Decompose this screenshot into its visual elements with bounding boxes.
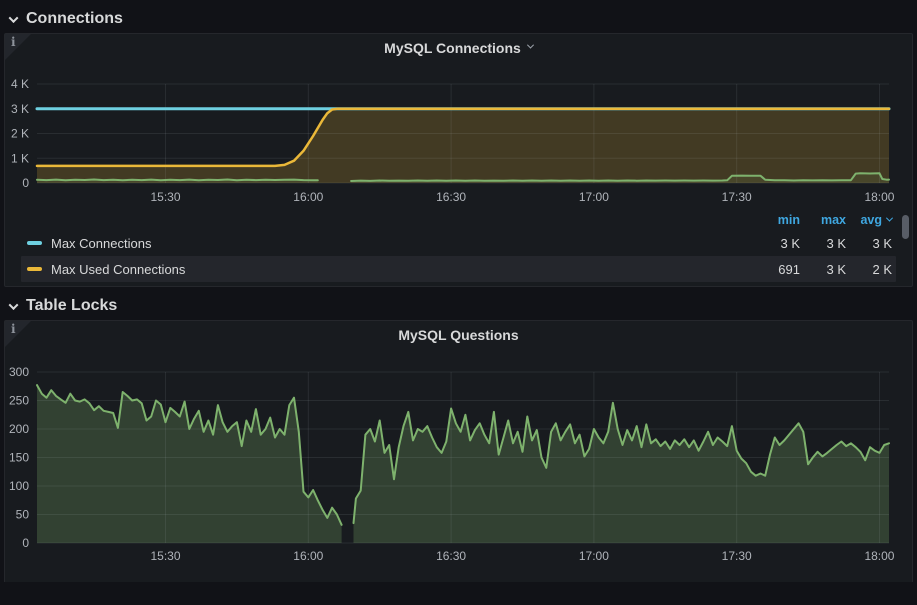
section-header-table-locks[interactable]: Table Locks [0,287,917,320]
svg-text:1 K: 1 K [11,151,29,165]
svg-text:2 K: 2 K [11,127,29,141]
legend-value-min: 3 K [780,235,800,251]
panel-info-icon[interactable]: i [5,321,31,347]
svg-text:15:30: 15:30 [150,549,180,563]
legend-row: Max Used Connections 691 3 K 2 K [21,256,896,282]
legend-scrollbar-thumb[interactable] [902,215,909,239]
legend-header: min max avg [21,209,896,230]
section-title: Table Locks [26,297,118,314]
legend-row: Max Connections 3 K 3 K 3 K [21,230,896,256]
svg-text:17:30: 17:30 [722,549,752,563]
svg-text:200: 200 [9,422,29,436]
svg-text:16:00: 16:00 [293,549,323,563]
chevron-down-icon [526,41,534,49]
legend-value-max: 3 K [826,235,846,251]
legend-col-label: max [820,212,846,227]
panel-title-text: MySQL Connections [384,40,521,56]
questions-chart[interactable]: 0 50 100 150 200 250 300 15:30 16:00 16:30 17:00 17… [5,349,912,582]
panel-mysql-connections: i MySQL Connections 0 1 K 2 K 3 K 4 K 15:30 16… [4,33,913,287]
svg-text:18:00: 18:00 [864,549,894,563]
svg-text:15:30: 15:30 [150,190,180,204]
svg-text:3 K: 3 K [11,102,29,116]
legend-value-min: 691 [778,261,800,277]
svg-text:4 K: 4 K [11,77,29,91]
chevron-down-icon [8,12,19,23]
svg-text:17:00: 17:00 [579,549,609,563]
series-color-swatch[interactable] [27,267,42,271]
connections-chart[interactable]: 0 1 K 2 K 3 K 4 K 15:30 16:00 16:30 17:00 17:30 18… [5,62,912,209]
panel-title-text: MySQL Questions [398,327,519,343]
legend-col-avg[interactable]: avg [846,212,894,227]
svg-text:16:00: 16:00 [293,190,323,204]
legend-col-label: min [777,212,800,227]
svg-text:250: 250 [9,394,29,408]
svg-text:50: 50 [16,508,30,522]
legend-col-label: avg [860,212,882,227]
legend-value-max: 3 K [826,261,846,277]
section-title: Connections [26,10,123,27]
panel-title-mysql-questions[interactable]: MySQL Questions [5,321,912,349]
svg-text:300: 300 [9,365,29,379]
svg-text:0: 0 [22,176,29,190]
legend-value-avg: 3 K [872,235,892,251]
svg-text:100: 100 [9,479,29,493]
panel-info-icon[interactable]: i [5,34,31,60]
svg-text:17:00: 17:00 [579,190,609,204]
svg-text:18:00: 18:00 [864,190,894,204]
legend-col-min[interactable]: min [754,213,800,227]
series-name[interactable]: Max Connections [51,235,152,251]
panel-mysql-questions: i MySQL Questions 0 50 100 150 200 250 300 15:3… [4,320,913,582]
svg-text:17:30: 17:30 [722,190,752,204]
legend-sort-chevron-icon [885,214,894,222]
series-name[interactable]: Max Used Connections [51,261,186,277]
panel-title-mysql-connections[interactable]: MySQL Connections [5,34,912,62]
legend-col-max[interactable]: max [800,213,846,227]
section-header-connections[interactable]: Connections [0,0,917,33]
svg-text:16:30: 16:30 [436,190,466,204]
series-color-swatch[interactable] [27,241,42,245]
svg-text:150: 150 [9,451,29,465]
svg-text:0: 0 [22,536,29,550]
svg-text:16:30: 16:30 [436,549,466,563]
chevron-down-icon [8,299,19,310]
legend-value-avg: 2 K [872,261,892,277]
